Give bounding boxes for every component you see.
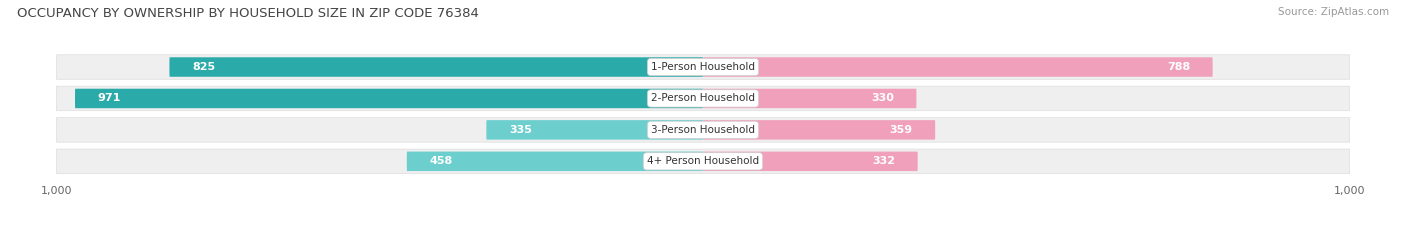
FancyBboxPatch shape	[703, 120, 935, 140]
FancyBboxPatch shape	[56, 118, 1350, 142]
FancyBboxPatch shape	[406, 152, 703, 171]
Text: 332: 332	[872, 156, 896, 166]
Text: Source: ZipAtlas.com: Source: ZipAtlas.com	[1278, 7, 1389, 17]
Text: 4+ Person Household: 4+ Person Household	[647, 156, 759, 166]
Text: 971: 971	[97, 93, 121, 103]
FancyBboxPatch shape	[75, 89, 703, 108]
Text: 330: 330	[870, 93, 894, 103]
Text: 359: 359	[890, 125, 912, 135]
FancyBboxPatch shape	[170, 57, 703, 77]
Text: OCCUPANCY BY OWNERSHIP BY HOUSEHOLD SIZE IN ZIP CODE 76384: OCCUPANCY BY OWNERSHIP BY HOUSEHOLD SIZE…	[17, 7, 479, 20]
FancyBboxPatch shape	[703, 89, 917, 108]
Text: 458: 458	[429, 156, 453, 166]
FancyBboxPatch shape	[56, 86, 1350, 111]
FancyBboxPatch shape	[56, 149, 1350, 174]
FancyBboxPatch shape	[56, 55, 1350, 79]
FancyBboxPatch shape	[703, 152, 918, 171]
Legend: Owner-occupied, Renter-occupied: Owner-occupied, Renter-occupied	[585, 232, 821, 233]
Text: 2-Person Household: 2-Person Household	[651, 93, 755, 103]
FancyBboxPatch shape	[486, 120, 703, 140]
Text: 3-Person Household: 3-Person Household	[651, 125, 755, 135]
Text: 788: 788	[1167, 62, 1189, 72]
Text: 825: 825	[193, 62, 215, 72]
Text: 1-Person Household: 1-Person Household	[651, 62, 755, 72]
FancyBboxPatch shape	[703, 57, 1212, 77]
Text: 335: 335	[509, 125, 531, 135]
